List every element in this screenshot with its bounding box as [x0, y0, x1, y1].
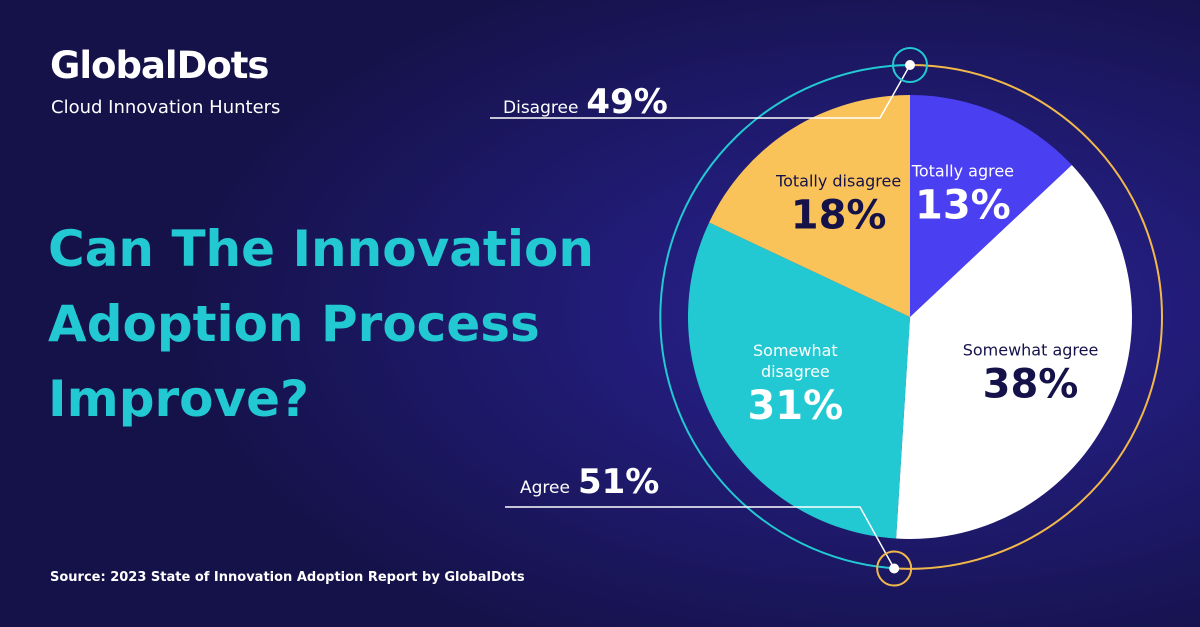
slice-label: Totally disagree 18% [764, 170, 914, 239]
group-label: Disagree 49% [503, 82, 668, 122]
brand-name: GlobalDots [50, 44, 269, 87]
pie-slice [687, 222, 910, 539]
source: Source: 2023 State of Innovation Adoptio… [50, 570, 525, 585]
ring-cyan [659, 64, 911, 569]
slice-label: Totally agree 13% [888, 160, 1038, 229]
slice-label: Somewhat agree 38% [956, 339, 1106, 408]
ring-orange [889, 316, 1163, 570]
callout-line [490, 64, 911, 119]
brand-tagline: Cloud Innovation Hunters [51, 97, 281, 118]
ring-orange [909, 64, 1163, 318]
pie [490, 47, 1163, 587]
pie-slice [709, 95, 910, 317]
callout-line [505, 506, 895, 569]
group-value: 49% [586, 82, 668, 122]
group-value: 51% [577, 462, 660, 502]
slice-value: 18% [790, 192, 887, 239]
callout-dot [905, 60, 915, 70]
slice-value: 13% [915, 182, 1011, 229]
pie-slice [896, 165, 1132, 539]
slice-name: Totally disagree [776, 171, 902, 191]
group-name: Disagree [503, 98, 579, 118]
group-label: Agree 51% [520, 462, 659, 502]
slice-name: Totally agree [911, 161, 1015, 181]
callout-halo [892, 47, 928, 83]
slice-value: 38% [982, 361, 1079, 408]
slice-name: Somewhat disagree [753, 340, 838, 381]
slice-name: Somewhat agree [962, 340, 1099, 360]
pie-slice [910, 95, 1072, 317]
callout-halo [876, 550, 913, 587]
chart-title: Can The Innovation Adoption Process Impr… [48, 220, 594, 428]
callout-dot [889, 563, 900, 574]
slice-value: 31% [747, 382, 844, 429]
slice-label: Somewhat disagree 31% [720, 340, 870, 430]
group-name: Agree [520, 478, 570, 498]
